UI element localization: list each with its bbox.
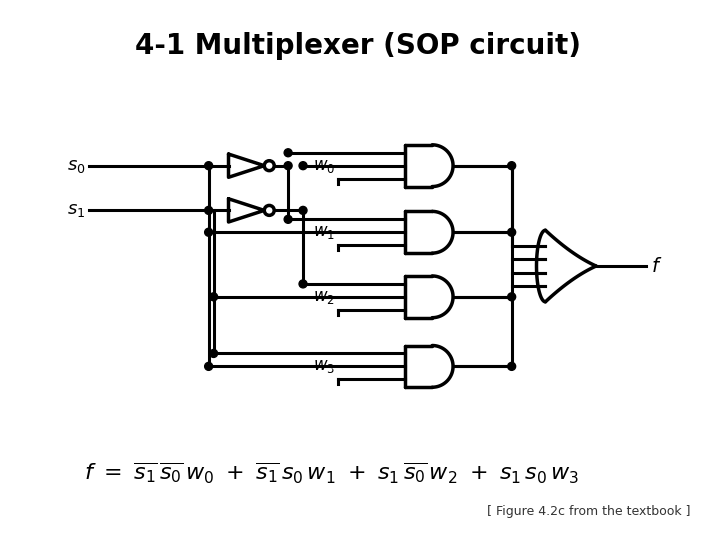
Circle shape bbox=[508, 228, 516, 236]
Circle shape bbox=[508, 161, 516, 170]
Circle shape bbox=[508, 362, 516, 370]
Circle shape bbox=[204, 228, 212, 236]
Circle shape bbox=[204, 362, 212, 370]
Text: $f\ =\ \overline{s_1}\,\overline{s_0}\,w_0\ +\ \overline{s_1}\,s_0\,w_1\ +\ s_1\: $f\ =\ \overline{s_1}\,\overline{s_0}\,w… bbox=[84, 461, 580, 486]
Circle shape bbox=[284, 215, 292, 224]
Text: $s_0$: $s_0$ bbox=[67, 157, 86, 174]
Text: $s_1$: $s_1$ bbox=[67, 201, 86, 219]
Circle shape bbox=[284, 161, 292, 170]
Text: $w_0$: $w_0$ bbox=[312, 158, 335, 174]
Circle shape bbox=[299, 161, 307, 170]
Text: $w_2$: $w_2$ bbox=[313, 289, 335, 306]
Circle shape bbox=[299, 280, 307, 288]
Text: 4-1 Multiplexer (SOP circuit): 4-1 Multiplexer (SOP circuit) bbox=[135, 31, 580, 59]
Circle shape bbox=[284, 149, 292, 157]
Text: $f$: $f$ bbox=[651, 256, 662, 275]
Circle shape bbox=[299, 206, 307, 214]
Circle shape bbox=[204, 206, 212, 214]
Text: $w_1$: $w_1$ bbox=[313, 224, 335, 241]
Circle shape bbox=[264, 161, 274, 171]
Text: $w_3$: $w_3$ bbox=[312, 359, 335, 375]
Circle shape bbox=[508, 293, 516, 301]
Circle shape bbox=[210, 349, 217, 357]
Circle shape bbox=[210, 293, 217, 301]
Circle shape bbox=[264, 205, 274, 215]
Circle shape bbox=[204, 161, 212, 170]
Text: [ Figure 4.2c from the textbook ]: [ Figure 4.2c from the textbook ] bbox=[487, 505, 690, 518]
